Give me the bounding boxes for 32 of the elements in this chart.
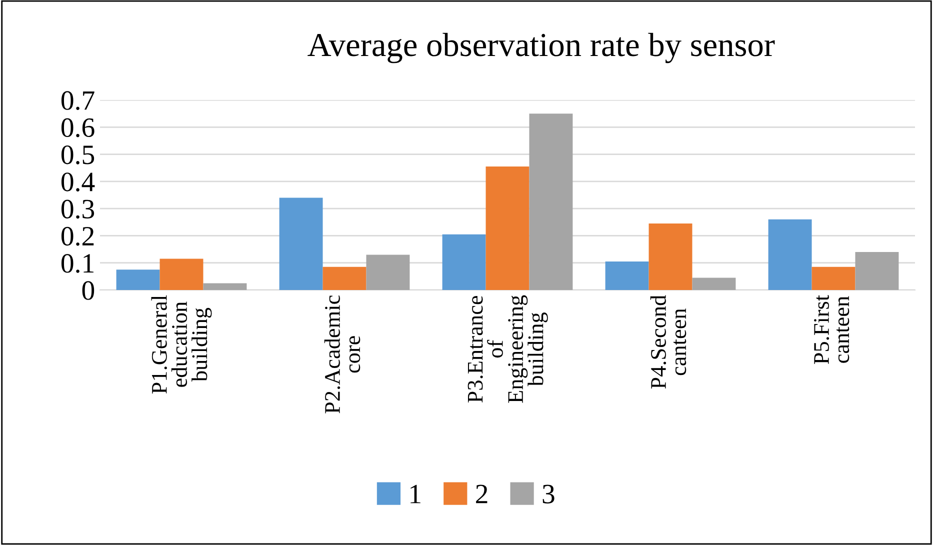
bar (529, 114, 573, 290)
legend-label: 2 (476, 484, 488, 504)
y-tick-label: 0 (82, 281, 94, 300)
y-tick-label: 0.2 (61, 226, 94, 246)
bar (855, 252, 899, 290)
bar (279, 198, 323, 290)
x-tick-label: P4.Second canteen (650, 295, 686, 389)
legend-label: 1 (410, 484, 420, 504)
x-tick-label: P5.First canteen (814, 294, 850, 364)
bar (442, 234, 486, 290)
x-tick-label: P2.Academic core (324, 296, 360, 414)
bar (768, 219, 812, 290)
y-tick-label: 0.7 (61, 91, 94, 110)
chart-title: Average observation rate by sensor (308, 32, 775, 64)
bar (648, 224, 692, 290)
y-tick-label: 0.1 (61, 254, 94, 273)
bar (812, 266, 856, 290)
bar (692, 278, 736, 290)
bar (605, 262, 649, 290)
y-tick-label: 0.4 (61, 172, 95, 192)
x-tick-label: P3.Entrance of Engineering building (468, 295, 548, 403)
bar (486, 166, 530, 290)
legend-label: 3 (542, 484, 554, 504)
bar (160, 258, 204, 290)
x-tick-label: P1.General education building (151, 295, 212, 394)
bar (366, 254, 410, 290)
y-tick-label: 0.6 (61, 118, 94, 138)
y-tick-label: 0.3 (61, 200, 94, 219)
y-tick-label: 0.5 (61, 145, 94, 164)
bar (203, 283, 247, 290)
bar (322, 266, 366, 290)
bar (116, 270, 160, 290)
